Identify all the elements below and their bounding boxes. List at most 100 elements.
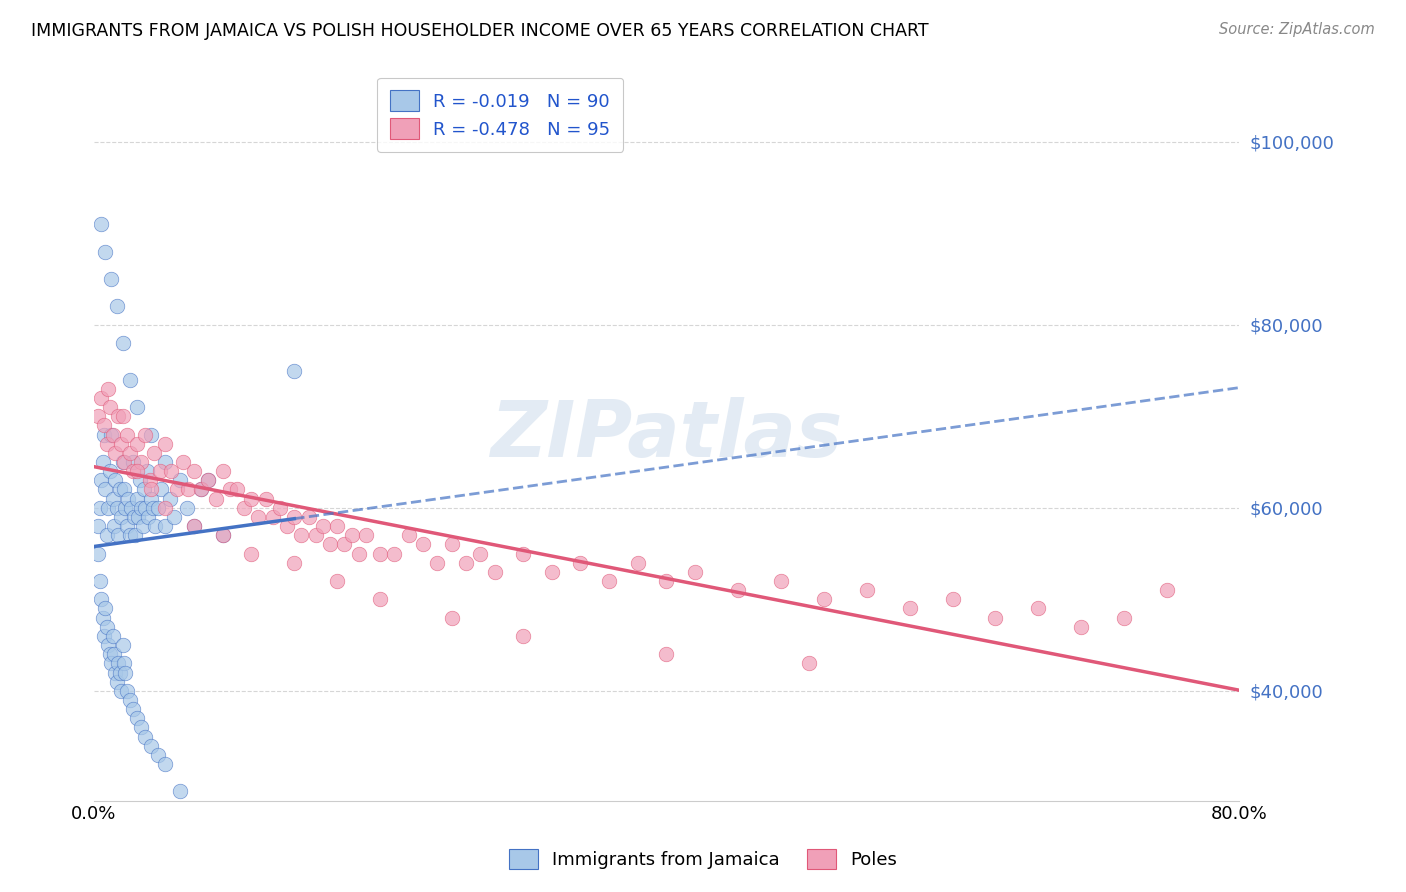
Point [148, 500, 170, 515]
Point [190, 483, 212, 497]
Point [111, 336, 134, 351]
Point [131, 519, 153, 533]
Point [121, 455, 143, 469]
Point [134, 427, 156, 442]
Point [110, 510, 132, 524]
Point [118, 373, 141, 387]
Point [101, 491, 124, 506]
Point [254, 491, 277, 506]
Point [347, 547, 370, 561]
Point [941, 592, 963, 607]
Point [141, 491, 163, 506]
Point [155, 757, 177, 772]
Point [105, 674, 128, 689]
Point [115, 519, 138, 533]
Point [125, 400, 148, 414]
Point [98, 464, 121, 478]
Point [226, 483, 249, 497]
Point [97, 638, 120, 652]
Point [98, 647, 121, 661]
Point [90, 391, 112, 405]
Point [136, 510, 159, 524]
Point [125, 464, 148, 478]
Point [183, 464, 205, 478]
Point [326, 574, 349, 588]
Point [655, 647, 678, 661]
Point [183, 519, 205, 533]
Point [1114, 610, 1136, 624]
Point [155, 436, 177, 450]
Point [115, 427, 138, 442]
Point [141, 427, 163, 442]
Point [155, 519, 177, 533]
Point [93, 427, 115, 442]
Point [340, 528, 363, 542]
Point [105, 500, 128, 515]
Point [111, 638, 134, 652]
Point [132, 483, 155, 497]
Point [89, 500, 111, 515]
Point [90, 473, 112, 487]
Point [169, 784, 191, 798]
Point [283, 510, 305, 524]
Point [627, 556, 650, 570]
Point [104, 473, 127, 487]
Point [94, 483, 117, 497]
Point [312, 519, 335, 533]
Point [813, 592, 835, 607]
Point [93, 418, 115, 433]
Point [104, 446, 127, 460]
Point [93, 629, 115, 643]
Point [89, 574, 111, 588]
Point [125, 711, 148, 725]
Point [290, 528, 312, 542]
Point [108, 665, 131, 680]
Point [100, 657, 122, 671]
Point [204, 491, 226, 506]
Point [898, 601, 921, 615]
Point [129, 455, 152, 469]
Point [283, 556, 305, 570]
Point [107, 657, 129, 671]
Point [105, 300, 128, 314]
Point [211, 528, 233, 542]
Point [129, 720, 152, 734]
Point [134, 500, 156, 515]
Point [112, 483, 135, 497]
Point [169, 473, 191, 487]
Point [125, 491, 148, 506]
Point [145, 519, 167, 533]
Point [1028, 601, 1050, 615]
Point [96, 528, 118, 542]
Point [297, 510, 319, 524]
Point [110, 436, 132, 450]
Point [368, 547, 391, 561]
Point [262, 510, 284, 524]
Point [138, 473, 160, 487]
Point [150, 483, 173, 497]
Point [440, 537, 463, 551]
Point [240, 547, 263, 561]
Point [118, 446, 141, 460]
Point [155, 500, 177, 515]
Point [319, 537, 342, 551]
Point [117, 491, 139, 506]
Point [398, 528, 420, 542]
Point [101, 629, 124, 643]
Point [683, 565, 706, 579]
Point [104, 665, 127, 680]
Point [142, 500, 165, 515]
Point [233, 500, 256, 515]
Point [727, 583, 749, 598]
Point [269, 500, 291, 515]
Point [121, 702, 143, 716]
Point [87, 519, 110, 533]
Point [108, 483, 131, 497]
Point [183, 519, 205, 533]
Point [166, 483, 188, 497]
Point [412, 537, 434, 551]
Point [159, 491, 181, 506]
Point [354, 528, 377, 542]
Point [368, 592, 391, 607]
Point [176, 500, 198, 515]
